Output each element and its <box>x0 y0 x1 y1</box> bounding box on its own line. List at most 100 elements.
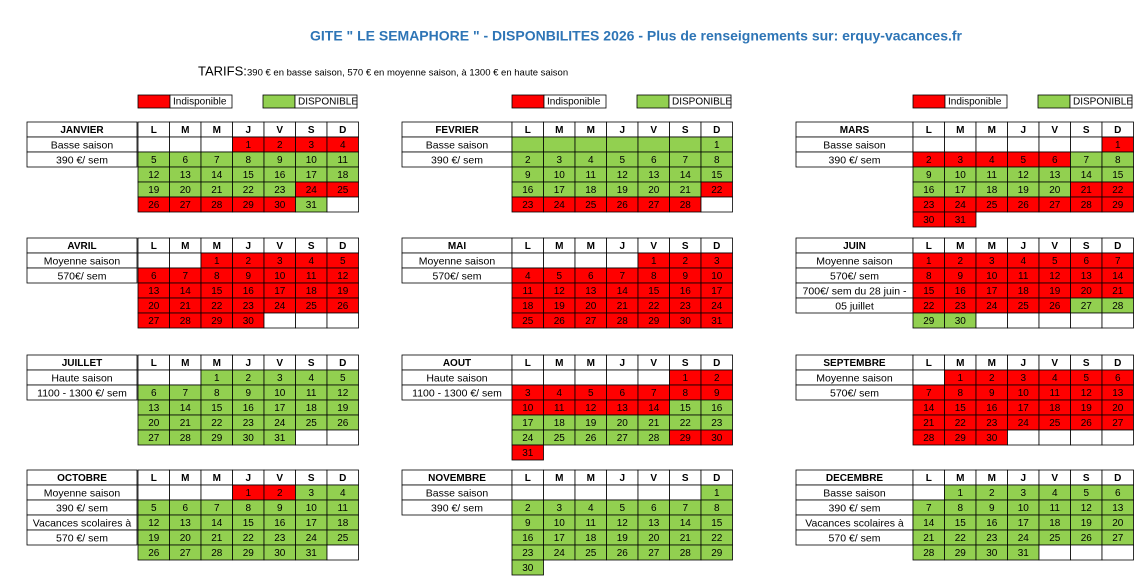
legend-label: DISPONIBLE <box>672 97 732 108</box>
weekday: J <box>245 125 251 136</box>
day-number: 23 <box>522 200 534 211</box>
day-number: 28 <box>617 316 629 327</box>
rate-label: 390 €/ sem <box>56 154 108 166</box>
day-number: 13 <box>1112 388 1124 399</box>
day-number: 30 <box>274 548 286 559</box>
day-number: 23 <box>522 548 534 559</box>
day-number: 28 <box>680 548 692 559</box>
rate-label: 570 €/ sem <box>56 532 108 544</box>
weekday: D <box>1114 358 1121 369</box>
day-number: 22 <box>711 533 723 544</box>
day-number: 11 <box>586 518 597 529</box>
day-number: 12 <box>337 271 349 282</box>
rate-label: Moyenne saison <box>816 255 893 267</box>
day-number: 6 <box>651 155 657 166</box>
day-number: 29 <box>211 433 223 444</box>
day-number: 29 <box>211 316 223 327</box>
weekday: J <box>1020 241 1026 252</box>
weekday: J <box>1020 125 1026 136</box>
day-number: 16 <box>955 286 967 297</box>
day-number: 25 <box>1049 533 1061 544</box>
day-cell <box>912 484 945 501</box>
day-number: 1 <box>1115 140 1121 151</box>
day-number: 8 <box>245 155 251 166</box>
day-number: 22 <box>211 418 223 429</box>
day-number: 18 <box>337 518 349 529</box>
day-number: 15 <box>648 286 660 297</box>
day-number: 31 <box>1018 548 1030 559</box>
day-number: 17 <box>1018 403 1030 414</box>
weekday: M <box>587 125 595 136</box>
day-number: 23 <box>955 301 967 312</box>
day-cell <box>326 196 359 213</box>
legend-box <box>944 94 1008 109</box>
day-number: 3 <box>1020 488 1026 499</box>
day-number: 31 <box>711 316 723 327</box>
rate-label: Basse saison <box>823 487 886 499</box>
day-cell <box>1101 429 1134 446</box>
month-name: AOUT <box>443 358 471 369</box>
day-number: 15 <box>211 403 223 414</box>
day-number: 27 <box>648 200 660 211</box>
day-number: 14 <box>923 403 935 414</box>
day-cell <box>1038 312 1071 329</box>
day-number: 9 <box>277 155 283 166</box>
weekday: M <box>181 125 189 136</box>
weekday: S <box>682 473 689 484</box>
rate-label: 390 €/ sem <box>829 154 881 166</box>
rate-label: 1100 - 1300 €/ sem <box>412 387 502 399</box>
day-number: 7 <box>651 388 657 399</box>
day-number: 5 <box>151 155 157 166</box>
rate-label: Basse saison <box>426 139 489 151</box>
weekday: D <box>339 241 346 252</box>
day-number: 22 <box>955 533 967 544</box>
day-number: 9 <box>714 388 720 399</box>
day-cell <box>1070 429 1103 446</box>
day-number: 6 <box>151 388 157 399</box>
rate-label: Moyenne saison <box>44 255 121 267</box>
day-number: 28 <box>680 200 692 211</box>
day-number: 8 <box>714 503 720 514</box>
month-name: FEVRIER <box>435 125 479 136</box>
weekday: D <box>713 125 720 136</box>
day-number: 1 <box>651 256 657 267</box>
rate-cell <box>26 529 138 546</box>
weekday: V <box>276 125 283 136</box>
day-number: 6 <box>182 503 188 514</box>
day-cell <box>511 444 544 461</box>
day-number: 16 <box>522 533 534 544</box>
day-number: 1 <box>245 488 251 499</box>
weekday: L <box>525 358 531 369</box>
day-cell <box>169 252 202 269</box>
day-number: 9 <box>245 271 251 282</box>
day-number: 14 <box>211 518 223 529</box>
day-number: 20 <box>180 185 192 196</box>
day-number: 26 <box>617 200 629 211</box>
day-cell <box>637 136 670 153</box>
day-number: 29 <box>955 548 967 559</box>
day-cell <box>637 369 670 386</box>
day-number: 14 <box>680 518 692 529</box>
weekday: M <box>181 473 189 484</box>
day-number: 22 <box>648 301 660 312</box>
day-number: 9 <box>989 503 995 514</box>
day-cell <box>637 484 670 501</box>
day-number: 24 <box>955 200 967 211</box>
day-number: 2 <box>926 155 932 166</box>
day-number: 12 <box>617 518 629 529</box>
weekday: L <box>151 241 157 252</box>
weekday: D <box>713 473 720 484</box>
day-cell <box>700 544 733 561</box>
day-number: 2 <box>957 256 963 267</box>
day-number: 8 <box>957 503 963 514</box>
day-number: 2 <box>277 488 283 499</box>
day-number: 14 <box>1112 271 1124 282</box>
day-number: 15 <box>711 518 723 529</box>
day-number: 20 <box>1081 286 1093 297</box>
day-number: 13 <box>180 518 192 529</box>
day-number: 9 <box>525 170 531 181</box>
weekday: S <box>308 241 315 252</box>
day-number: 8 <box>651 271 657 282</box>
day-number: 19 <box>337 403 349 414</box>
day-number: 7 <box>214 503 220 514</box>
